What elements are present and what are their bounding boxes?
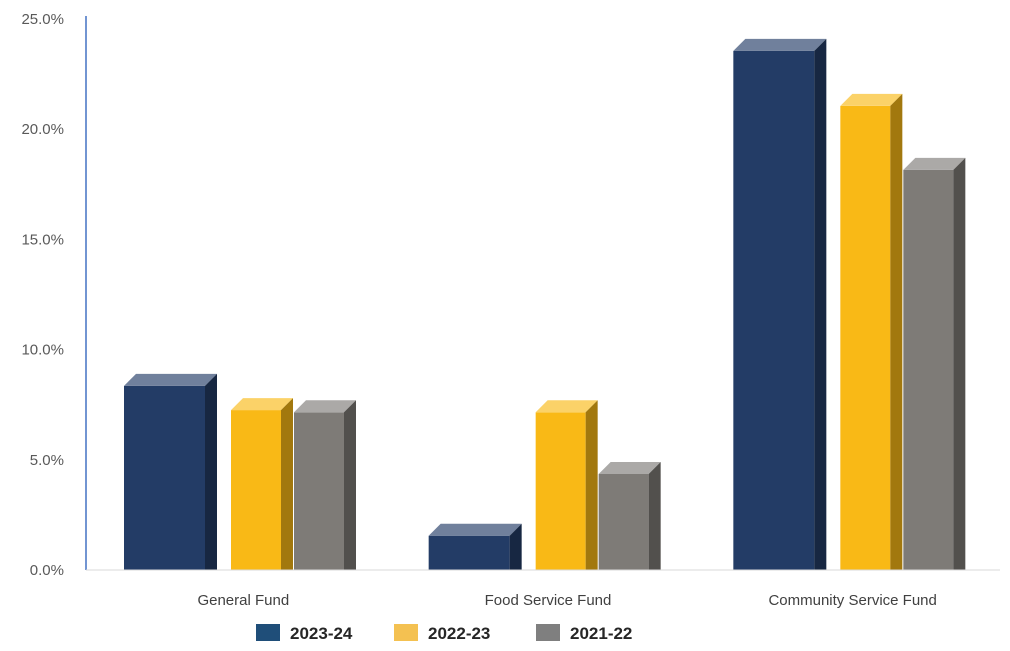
bar-top-face bbox=[535, 400, 598, 413]
bar-side-face bbox=[814, 38, 827, 570]
y-tick-label: 10.0% bbox=[21, 342, 64, 359]
x-category-label: Food Service Fund bbox=[485, 592, 612, 609]
legend-swatch bbox=[536, 624, 560, 641]
legend: 2023-24 2022-23 2021-22 bbox=[256, 624, 632, 643]
y-tick-label: 0.0% bbox=[30, 562, 64, 579]
bar-front-face bbox=[733, 50, 815, 570]
bar-2022-23-community-service-fund bbox=[840, 93, 903, 570]
bar-top-face bbox=[124, 373, 217, 386]
y-tick-label: 20.0% bbox=[21, 121, 64, 138]
bar-2023-24-food-service-fund bbox=[428, 523, 522, 570]
bar-front-face bbox=[294, 412, 344, 570]
bar-side-face bbox=[585, 400, 598, 570]
y-tick-label: 25.0% bbox=[21, 11, 64, 28]
bar-2021-22-food-service-fund bbox=[598, 462, 661, 570]
bar-side-face bbox=[890, 93, 903, 570]
bar-2021-22-community-service-fund bbox=[903, 157, 966, 571]
bar-2023-24-community-service-fund bbox=[733, 38, 827, 570]
bar-top-face bbox=[428, 523, 522, 536]
x-category-labels: General Fund Food Service Fund Community S… bbox=[197, 592, 936, 609]
bar-side-face bbox=[281, 398, 293, 570]
bar-side-face bbox=[344, 400, 356, 570]
bar-front-face bbox=[124, 385, 205, 570]
bar-side-face bbox=[648, 462, 661, 570]
bar-2022-23-food-service-fund bbox=[535, 400, 598, 570]
bar-2022-23-general-fund bbox=[231, 398, 293, 570]
bar-front-face bbox=[903, 169, 954, 571]
legend-label: 2023-24 bbox=[290, 624, 353, 643]
bar-top-face bbox=[903, 157, 966, 170]
legend-swatch bbox=[394, 624, 418, 641]
bar-side-face bbox=[953, 157, 966, 571]
bar-top-face bbox=[840, 93, 903, 106]
bar-front-face bbox=[231, 410, 281, 570]
legend-item-2021-22: 2021-22 bbox=[536, 624, 632, 643]
bar-side-face bbox=[205, 373, 217, 570]
legend-item-2022-23: 2022-23 bbox=[394, 624, 490, 643]
bar-top-face bbox=[598, 462, 661, 475]
bar-side-face bbox=[509, 523, 522, 570]
bar-2023-24-general-fund bbox=[124, 373, 217, 570]
bar-front-face bbox=[840, 105, 891, 570]
bar-front-face bbox=[535, 412, 586, 570]
legend-item-2023-24: 2023-24 bbox=[256, 624, 353, 643]
bar-2021-22-general-fund bbox=[294, 400, 356, 570]
legend-label: 2021-22 bbox=[570, 624, 632, 643]
bar-front-face bbox=[428, 535, 510, 570]
bar-top-face bbox=[733, 38, 827, 51]
y-tick-label: 5.0% bbox=[30, 452, 64, 469]
x-category-label: Community Service Fund bbox=[768, 592, 936, 609]
bar-top-face bbox=[231, 398, 293, 411]
y-tick-labels: 0.0% 5.0% 10.0% 15.0% 20.0% 25.0% bbox=[21, 11, 64, 579]
legend-label: 2022-23 bbox=[428, 624, 490, 643]
x-category-label: General Fund bbox=[197, 592, 289, 609]
y-tick-label: 15.0% bbox=[21, 231, 64, 248]
bar-top-face bbox=[294, 400, 356, 413]
bars-layer bbox=[124, 38, 966, 571]
legend-swatch bbox=[256, 624, 280, 641]
bar-front-face bbox=[598, 474, 649, 570]
